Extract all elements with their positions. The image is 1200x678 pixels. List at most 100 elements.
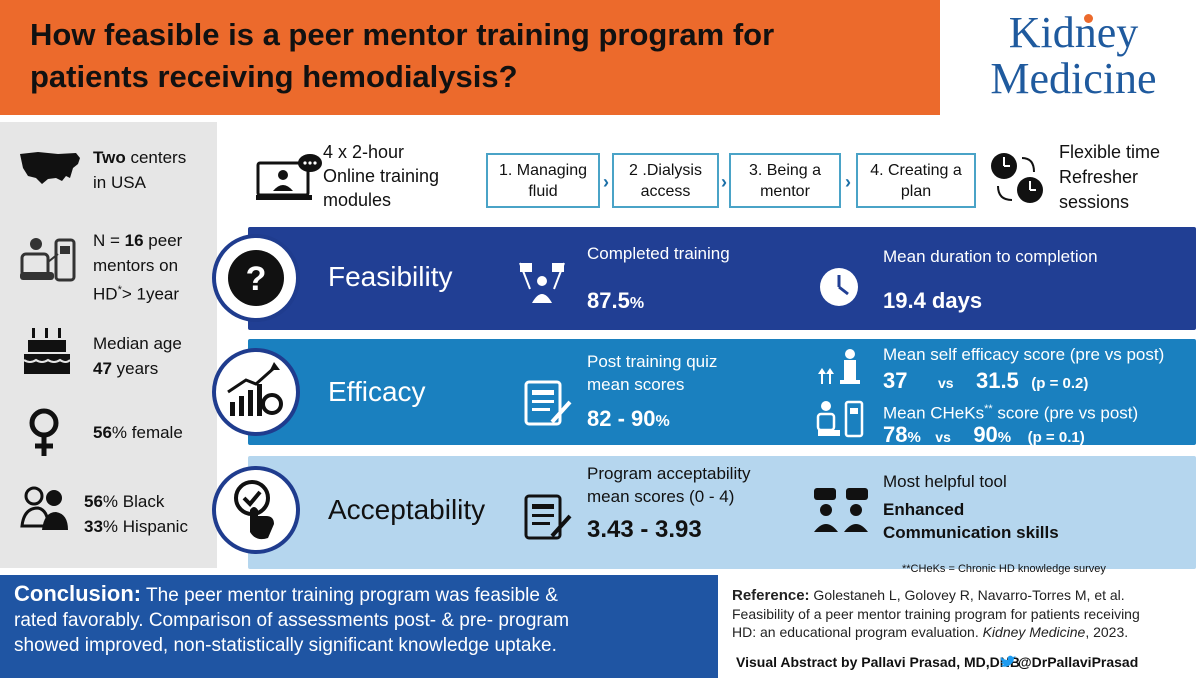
age-stat: Median age 47 years — [93, 331, 182, 381]
journal-logo: Kidney Medicine — [947, 0, 1200, 115]
title-line-2: patients receiving hemodialysis? — [30, 59, 518, 94]
clock-icon — [820, 268, 858, 306]
quiz-unit: % — [655, 413, 670, 430]
completed-training-label: Completed training — [587, 244, 730, 263]
mentor-arrows-icon — [818, 349, 860, 384]
hd-duration: > 1year — [121, 284, 180, 304]
cheks-label: Mean CHeKs** score (pre vs post) — [883, 398, 1138, 425]
self-efficacy-post: 31.5 — [975, 368, 1019, 393]
female-label: % female — [111, 423, 183, 442]
acceptability-label-line-2: mean scores (0 - 4) — [587, 487, 735, 506]
mentors-line-2: mentors on — [93, 256, 179, 275]
title-line-1: How feasible is a peer mentor training p… — [30, 17, 775, 52]
n-prefix: N = — [93, 231, 125, 250]
feasibility-circle: ? — [212, 234, 300, 322]
reference-line-1: Golestaneh L, Golovey R, Navarro-Torres … — [809, 587, 1125, 603]
hispanic-value: 33 — [84, 517, 103, 536]
age-label: Median age — [93, 334, 182, 353]
n-value: 16 — [124, 231, 144, 250]
centers-stat: Two centers in USA — [93, 145, 186, 195]
dialysis-chair-icon — [816, 400, 864, 438]
quiz-low: 82 — [587, 406, 612, 431]
mean-duration-value: 19.4 days — [883, 288, 983, 313]
black-value: 56 — [84, 492, 103, 511]
modules-intro: 4 x 2-hour Online training modules — [323, 140, 439, 212]
quiz-value: 82 - 90% — [587, 406, 670, 432]
conclusion-box: Conclusion: The peer mentor training pro… — [0, 575, 718, 678]
black-label: % Black — [102, 492, 165, 511]
cheks-post-unit: % — [997, 429, 1012, 446]
female-symbol-icon — [29, 408, 59, 456]
efficacy-band — [248, 339, 1196, 445]
quiz-label-line-1: Post training quiz — [587, 352, 718, 371]
female-stat: 56% female — [93, 420, 183, 445]
reference-box: Reference: Golestaneh L, Golovey R, Nava… — [726, 582, 1200, 678]
module-box-3: 3. Being a mentor — [729, 153, 841, 208]
birthday-cake-icon — [23, 328, 71, 374]
n-label: peer — [143, 231, 183, 250]
completed-training-value: 87.5% — [587, 288, 644, 314]
acceptability-circle — [212, 466, 300, 554]
twitter-handle[interactable]: @DrPallaviPrasad — [1018, 654, 1139, 670]
reference-journal: Kidney Medicine — [982, 624, 1086, 640]
helpful-tool-line-1: Enhanced — [883, 500, 965, 519]
module-4-line-1: 4. Creating a — [870, 162, 962, 179]
reference-label: Reference: — [732, 587, 810, 604]
page-title: How feasible is a peer mentor training p… — [30, 14, 930, 98]
cheks-pre-unit: % — [907, 429, 921, 446]
module-1-line-2: fluid — [528, 183, 558, 200]
touch-check-icon — [234, 480, 274, 540]
quiz-label-line-2: mean scores — [587, 375, 685, 394]
conclusion-line-2: rated favorably. Comparison of assessmen… — [14, 610, 570, 631]
usa-map-icon — [20, 152, 80, 184]
modules-intro-line-2: Online training — [323, 166, 440, 186]
hispanic-label: % Hispanic — [102, 517, 188, 536]
quiz-label: Post training quiz mean scores — [587, 350, 717, 396]
growth-chart-icon — [227, 362, 283, 416]
module-box-1: 1. Managing fluid — [486, 153, 600, 208]
flex-line-1: Flexible time — [1059, 142, 1161, 162]
finish-flags-icon — [519, 262, 565, 303]
logo-dot — [1084, 14, 1093, 23]
cheks-label-b: score (pre vs post) — [992, 403, 1139, 423]
centers-location: in USA — [93, 173, 146, 192]
logo-line-1: Kidney — [1008, 8, 1139, 57]
hd-footnote-mark: * — [117, 284, 122, 296]
online-training-icon — [256, 154, 322, 200]
self-efficacy-p-value: (p = 0.2) — [1031, 375, 1089, 392]
reference-year: , 2023. — [1085, 624, 1129, 640]
chevron-right-icon: › — [603, 172, 609, 192]
flexible-time-note: Flexible time Refresher sessions — [1059, 140, 1160, 215]
modules-intro-line-1: 4 x 2-hour — [323, 142, 405, 162]
flex-line-2: Refresher — [1059, 167, 1139, 187]
self-efficacy-vs: vs — [937, 375, 954, 391]
svg-text:?: ? — [246, 260, 267, 298]
twitter-bird-icon — [1000, 655, 1016, 667]
quiz-dash: - — [611, 406, 632, 431]
chevron-right-icon: › — [845, 172, 851, 192]
title-banner — [0, 0, 940, 115]
conclusion-line-1: The peer mentor training program was fea… — [141, 585, 558, 606]
quiz-high: 90 — [631, 406, 656, 431]
feasibility-band — [248, 227, 1196, 330]
acceptability-value: 3.43 - 3.93 — [587, 516, 702, 543]
cheks-label-a: Mean CHeKs — [883, 403, 985, 423]
module-4-line-2: plan — [900, 183, 932, 200]
self-efficacy-pre: 37 — [883, 368, 908, 393]
feasibility-title: Feasibility — [328, 261, 453, 292]
hd-label: HD — [93, 284, 118, 304]
logo-line-2: Medicine — [990, 54, 1157, 103]
completed-unit: % — [629, 295, 645, 312]
female-value: 56 — [93, 423, 112, 442]
modules-intro-line-3: modules — [323, 190, 392, 210]
flex-line-3: sessions — [1059, 192, 1130, 212]
module-box-2: 2 .Dialysis access — [612, 153, 719, 208]
quiz-clipboard-icon — [524, 380, 572, 426]
helpful-tool-line-2: Communication skills — [883, 523, 1059, 542]
module-3-line-2: mentor — [760, 183, 810, 200]
efficacy-circle — [212, 348, 300, 436]
dialysis-patient-icon — [20, 238, 76, 282]
cheks-values: 78% vs 90% (p = 0.1) — [883, 422, 1085, 448]
helpful-tool-value: Enhanced Communication skills — [883, 498, 1059, 544]
question-icon: ? — [228, 250, 284, 306]
